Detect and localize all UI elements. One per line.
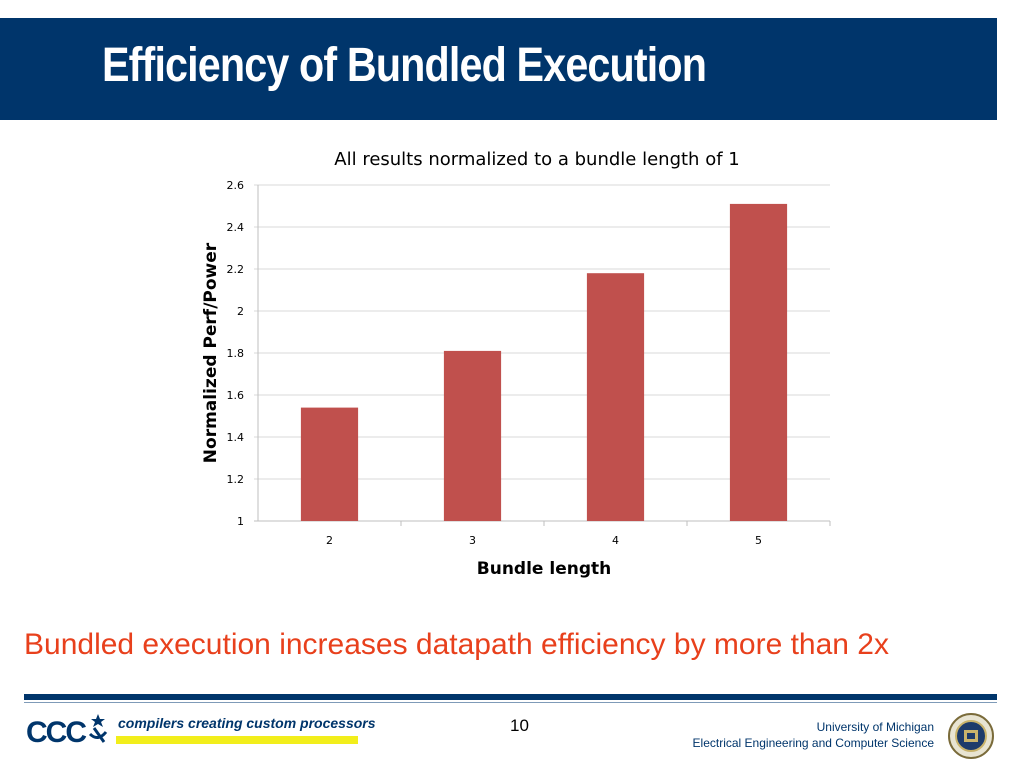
y-tick-label: 1 xyxy=(237,515,244,528)
tagline: compilers creating custom processors xyxy=(118,715,376,731)
y-tick-label: 2.2 xyxy=(227,263,245,276)
x-tick-label: 3 xyxy=(469,534,476,547)
tagline-underline xyxy=(116,736,358,744)
y-tick-label: 2.6 xyxy=(227,179,245,192)
x-tick-label: 2 xyxy=(326,534,333,547)
bar xyxy=(300,407,359,521)
y-axis-label: Normalized Perf/Power xyxy=(201,242,221,463)
page-number: 10 xyxy=(510,716,529,735)
university-name: University of Michigan xyxy=(816,720,934,734)
y-tick-label: 1.6 xyxy=(227,389,245,402)
department-name: Electrical Engineering and Computer Scie… xyxy=(692,736,934,750)
x-axis-label: Bundle length xyxy=(477,559,611,579)
bars xyxy=(300,203,788,521)
y-tick-labels: 1 1.2 1.4 1.6 1.8 2 2.2 2.4 2.6 xyxy=(227,179,245,528)
university-block: University of Michigan Electrical Engine… xyxy=(693,719,934,751)
slide-title: Efficiency of Bundled Execution xyxy=(102,39,707,92)
footer-rule xyxy=(24,694,997,700)
y-tick-label: 2 xyxy=(237,305,244,318)
title-bar: Efficiency of Bundled Execution xyxy=(0,18,997,120)
x-tick-labels: 2 3 4 5 xyxy=(326,534,762,547)
university-seal-icon xyxy=(948,713,994,759)
y-tick-label: 1.8 xyxy=(227,347,245,360)
y-tick-label: 1.4 xyxy=(227,431,245,444)
claim-text: Bundled execution increases datapath eff… xyxy=(24,628,889,661)
x-tick-label: 5 xyxy=(755,534,762,547)
bar-chart: All results normalized to a bundle lengt… xyxy=(201,149,831,579)
y-tick-label: 2.4 xyxy=(227,221,245,234)
ccc-logo-mark-icon xyxy=(88,714,108,743)
y-tick-label: 1.2 xyxy=(227,473,245,486)
bar xyxy=(443,350,502,521)
ccc-logo: CCC xyxy=(26,716,87,749)
bar xyxy=(729,203,788,521)
x-tick-label: 4 xyxy=(612,534,619,547)
bar xyxy=(586,273,645,521)
chart-title: All results normalized to a bundle lengt… xyxy=(334,149,739,170)
footer-rule-thin xyxy=(24,702,997,703)
